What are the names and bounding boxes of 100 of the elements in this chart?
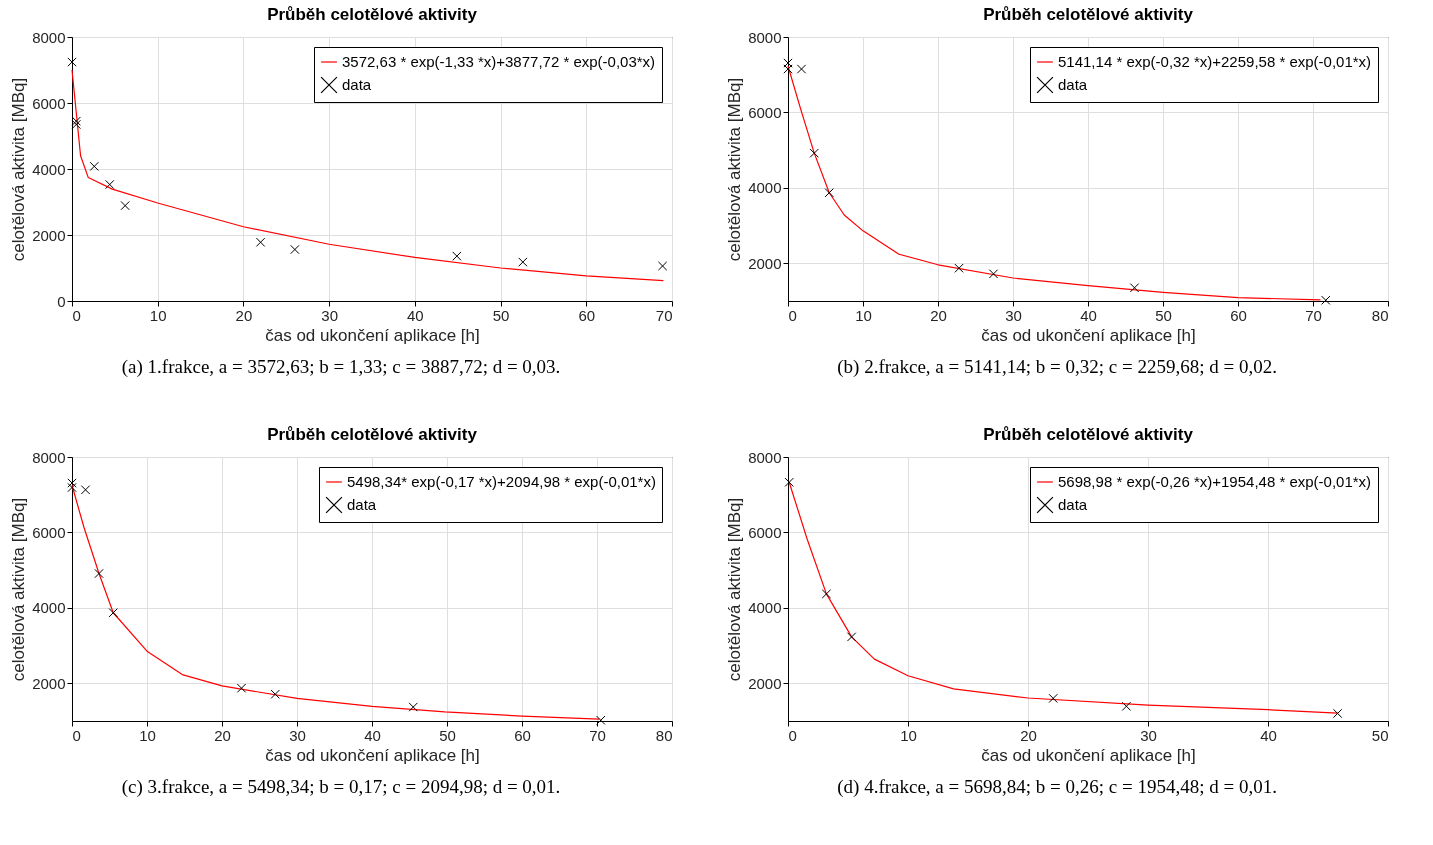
x-tick-label: 80 [1371, 306, 1389, 324]
x-axis-title: čas od ukončení aplikace [h] [265, 325, 480, 345]
x-tick-label: 40 [1080, 306, 1097, 324]
x-tick-label: 10 [855, 306, 872, 324]
x-tick-label: 40 [407, 306, 424, 324]
legend-label: 3572,63 * exp(-1,33 *x)+3877,72 * exp(-0,03*x) [342, 53, 656, 70]
y-tick-label: 6000 [748, 523, 782, 541]
legend-label: 5698,98 * exp(-0,26 *x)+1954,48 * exp(-0,01*x) [1058, 473, 1372, 490]
y-tick-label: 0 [57, 292, 66, 310]
text: (d) 4.frakce, a = 5698,84; b = 0,26; c = 1954,48; d = 0,01. [837, 775, 1277, 798]
point [1332, 708, 1343, 719]
x-tick-label: 10 [900, 726, 917, 744]
point [846, 632, 857, 642]
point [270, 689, 280, 699]
x-tick-label: 70 [1305, 306, 1322, 324]
x-tick-label: 0 [788, 306, 797, 324]
chart-title: Průběh celotělové aktivity [983, 5, 1194, 24]
y-tick-label: 2000 [748, 674, 782, 692]
point [255, 237, 266, 247]
y-tick-label: 8000 [32, 28, 66, 46]
chart-title: Průběh celotělové aktivity [983, 425, 1194, 444]
x-tick-label: 60 [514, 726, 531, 744]
x-tick-label: 30 [289, 726, 306, 744]
x-tick-label: 50 [439, 726, 456, 744]
point [94, 568, 104, 579]
y-tick-label: 8000 [748, 448, 782, 466]
y-tick-label: 6000 [32, 523, 66, 541]
x-tick-label: 20 [1020, 726, 1037, 744]
x-tick-label: 80 [655, 726, 673, 744]
y-axis-title: celotělová aktivita [MBq] [9, 497, 29, 682]
x-tick-label: 30 [1005, 306, 1022, 324]
y-tick-label: 4000 [748, 179, 782, 197]
x-tick-label: 20 [214, 726, 231, 744]
x-tick-label: 20 [930, 306, 947, 324]
y-tick-label: 4000 [32, 160, 66, 178]
point [408, 702, 418, 712]
point [657, 261, 668, 271]
x-tick-label: 40 [1260, 726, 1277, 744]
legend-label: data [1058, 76, 1088, 93]
point [809, 148, 819, 158]
x-tick-label: 10 [149, 306, 167, 324]
text: (b) 2.frakce, a = 5141,14; b = 0,32; c = 2259,68; d = 0,02. [837, 355, 1277, 378]
point [80, 485, 91, 495]
legend-label: 5498,34* exp(-0,17 *x)+2094,98 * exp(-0,01*x) [347, 473, 656, 490]
point [1129, 283, 1140, 293]
point [108, 608, 118, 618]
x-tick-label: 0 [72, 726, 81, 744]
point [452, 251, 462, 261]
point [1048, 693, 1058, 704]
x-axis-title: čas od ukončení aplikace [h] [981, 325, 1196, 345]
y-tick-label: 4000 [32, 599, 66, 617]
x-tick-label: 60 [1230, 306, 1247, 324]
legend-label: data [342, 76, 372, 93]
x-tick-label: 30 [321, 306, 338, 324]
point [1121, 701, 1132, 711]
point [105, 179, 115, 190]
point [796, 64, 807, 74]
point [120, 200, 130, 211]
point [236, 683, 247, 693]
point [71, 116, 81, 126]
y-tick-label: 2000 [748, 254, 782, 272]
x-tick-label: 10 [139, 726, 156, 744]
x-tick-label: 0 [72, 306, 81, 324]
text: (c) 3.frakce, a = 5498,34; b = 0,17; c = 2094,98; d = 0,01. [121, 775, 561, 798]
chart-title: Průběh celotělové aktivity [267, 5, 478, 24]
point [290, 244, 300, 255]
x-tick-label: 20 [235, 306, 253, 324]
x-tick-label: 60 [578, 306, 596, 324]
y-axis-title: celotělová aktivita [MBq] [9, 77, 29, 262]
point [67, 57, 77, 67]
y-axis-title: celotělová aktivita [MBq] [725, 497, 745, 682]
point [784, 477, 794, 487]
y-tick-label: 8000 [748, 28, 782, 46]
legend-label: data [1058, 496, 1088, 513]
x-axis-title: čas od ukončení aplikace [h] [981, 745, 1196, 765]
x-axis-title: čas od ukončení aplikace [h] [265, 745, 480, 765]
point [824, 188, 834, 198]
y-tick-label: 8000 [32, 448, 66, 466]
y-tick-label: 2000 [32, 674, 66, 692]
x-tick-label: 70 [655, 306, 673, 324]
x-tick-label: 50 [492, 306, 510, 324]
x-tick-label: 70 [589, 726, 606, 744]
point [783, 64, 793, 74]
y-tick-label: 6000 [748, 103, 782, 121]
x-tick-label: 40 [364, 726, 381, 744]
point [988, 269, 999, 279]
x-tick-label: 50 [1371, 726, 1389, 744]
point [67, 482, 77, 493]
y-axis-title: celotělová aktivita [MBq] [725, 77, 745, 262]
y-tick-label: 4000 [748, 599, 782, 617]
x-tick-label: 30 [1140, 726, 1157, 744]
text: (a) 1.frakce, a = 3572,63; b = 1,33; c = 3887,72; d = 0,03. [121, 355, 561, 378]
point [954, 263, 964, 273]
y-tick-label: 6000 [32, 94, 66, 112]
chart-title: Průběh celotělové aktivity [267, 425, 478, 444]
point [518, 257, 528, 267]
point [89, 161, 99, 172]
line-series [71, 69, 665, 282]
point [71, 119, 81, 130]
y-tick-label: 2000 [32, 226, 66, 244]
